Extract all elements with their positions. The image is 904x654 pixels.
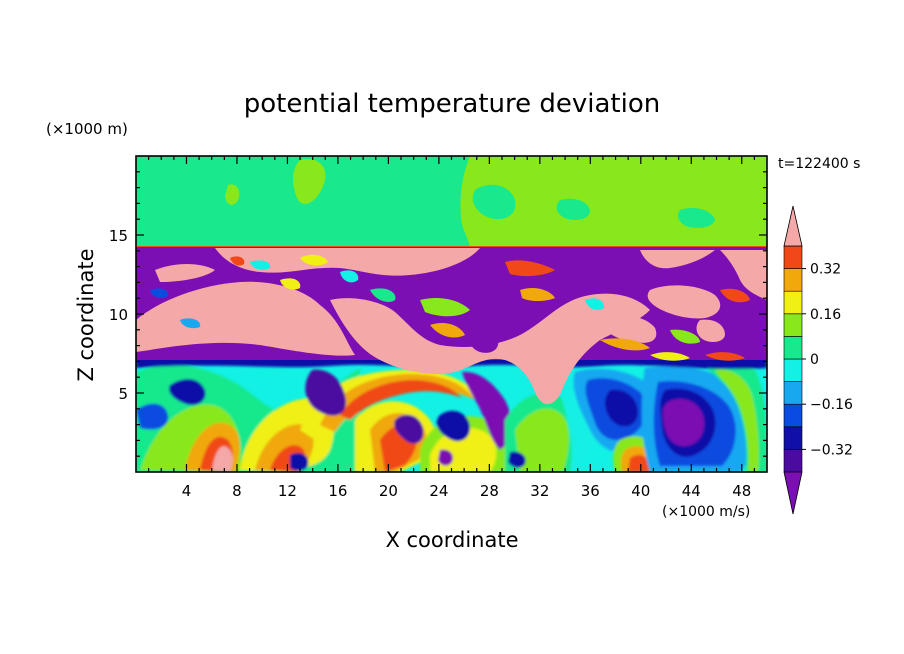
colorbar-tick-label: −0.32 [810,442,853,458]
colorbar-band [783,290,803,315]
x-tick-label: 44 [682,482,701,500]
y-tick-label: 5 [118,385,128,403]
upper-layer-patches [136,156,715,246]
x-tick-label: 36 [581,482,600,500]
colorbar: 0.32 0.16 0 −0.16 −0.32 [783,205,853,515]
colorbar-band [783,336,803,360]
x-tick-label: 32 [530,482,549,500]
x-tick-label: 8 [232,482,242,500]
y-tick-label: 15 [109,227,128,245]
colorbar-band [783,358,803,382]
colorbar-tick-label: 0.16 [810,307,841,323]
colorbar-band [783,426,803,450]
colorbar-band [783,449,803,473]
colorbar-under-triangle [783,471,803,515]
colorbar-band [783,403,803,428]
y-axis-ticks: 5 10 15 [109,171,767,457]
colorbar-band [783,245,803,269]
x-tick-label: 24 [429,482,448,500]
chart-title: potential temperature deviation [244,89,660,119]
colorbar-over-triangle [783,205,803,247]
colorbar-tick-label: 0.32 [810,262,841,278]
colorbar-band [783,313,803,337]
colorbar-tick-label: 0 [810,352,819,368]
x-tick-label: 16 [328,482,347,500]
x-tick-label: 40 [631,482,650,500]
y-unit-label: (×1000 m) [46,120,128,138]
x-tick-label: 4 [182,482,192,500]
colorbar-band [783,381,803,405]
x-tick-label: 48 [732,482,751,500]
x-axis-label: X coordinate [385,528,518,552]
x-tick-label: 12 [278,482,297,500]
contour-field [136,156,767,472]
x-tick-label: 28 [480,482,499,500]
y-axis-label: Z coordinate [74,248,98,381]
time-label: t=122400 s [778,156,860,172]
lower-layer-waves [136,355,767,472]
x-unit-label: (×1000 m/s) [662,504,750,520]
y-tick-label: 10 [109,306,128,324]
x-tick-label: 20 [379,482,398,500]
colorbar-band [783,268,803,292]
colorbar-tick-label: −0.16 [810,397,853,413]
mixed-layer-patches [136,248,767,405]
x-axis-ticks: 4 8 12 16 20 24 28 32 36 40 44 48 [148,156,755,500]
